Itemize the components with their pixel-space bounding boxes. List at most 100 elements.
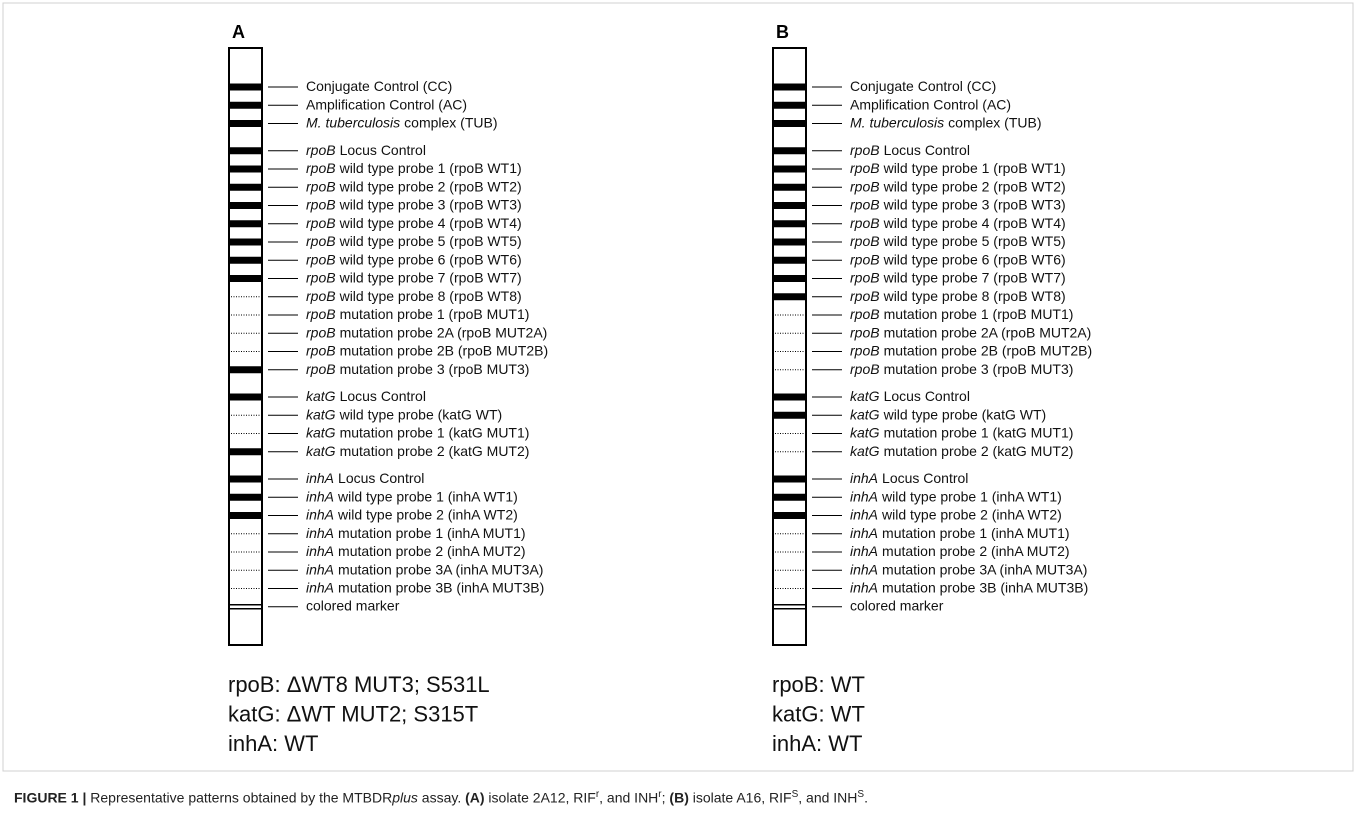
probe-text: mutation probe 2A (rpoB MUT2A) <box>340 324 548 340</box>
probe-label: rpoBmutation probe 3 (rpoB MUT3) <box>850 360 1073 376</box>
band <box>229 476 262 483</box>
band <box>229 102 262 109</box>
probe-gene: rpoB <box>306 306 336 322</box>
probe-text: wild type probe 4 (rpoB WT4) <box>883 214 1066 230</box>
probe-text: Conjugate Control (CC) <box>850 78 996 94</box>
probe-label: Conjugate Control (CC) <box>850 78 996 94</box>
band <box>773 293 806 300</box>
probe-gene: rpoB <box>306 233 336 249</box>
probe-text: Amplification Control (AC) <box>850 96 1011 112</box>
band <box>229 512 262 519</box>
probe-gene: rpoB <box>850 214 880 230</box>
result-line: rpoB: WT <box>772 672 865 697</box>
probe-gene: katG <box>306 406 336 422</box>
probe-gene: rpoB <box>306 251 336 267</box>
marker-label: colored marker <box>306 597 400 613</box>
probe-text: wild type probe 1 (inhA WT1) <box>337 488 518 504</box>
strip <box>229 48 262 645</box>
probe-gene: inhA <box>850 579 878 595</box>
probe-gene: rpoB <box>306 360 336 376</box>
probe-text: mutation probe 2 (katG MUT2) <box>884 442 1074 458</box>
caption-segment: isolate 2A12, RIF <box>485 790 596 806</box>
band <box>773 84 806 91</box>
probe-gene: inhA <box>850 561 878 577</box>
band <box>229 257 262 264</box>
probe-text: Locus Control <box>340 388 426 404</box>
band <box>773 512 806 519</box>
probe-gene: inhA <box>850 470 878 486</box>
band <box>229 239 262 246</box>
probe-label: Amplification Control (AC) <box>850 96 1011 112</box>
probe-text: wild type probe 2 (rpoB WT2) <box>339 178 522 194</box>
panel-label: A <box>232 22 245 42</box>
band <box>773 102 806 109</box>
band <box>773 239 806 246</box>
probe-gene: rpoB <box>850 141 880 157</box>
caption-segment: , and INH <box>599 790 658 806</box>
result-line: katG: WT <box>772 701 865 726</box>
probe-gene: inhA <box>306 524 334 540</box>
band <box>229 448 262 455</box>
caption-segment: isolate A16, RIF <box>689 790 792 806</box>
probe-text: mutation probe 1 (katG MUT1) <box>340 424 530 440</box>
probe-text: wild type probe (katG WT) <box>883 406 1047 422</box>
probe-gene: rpoB <box>306 196 336 212</box>
band <box>229 184 262 191</box>
probe-gene: inhA <box>306 543 334 559</box>
probe-text: wild type probe 3 (rpoB WT3) <box>883 196 1066 212</box>
probe-label: katGmutation probe 1 (katG MUT1) <box>850 424 1073 440</box>
probe-text: wild type probe 7 (rpoB WT7) <box>339 269 522 285</box>
probe-gene: rpoB <box>850 251 880 267</box>
probe-text: mutation probe 3A (inhA MUT3A) <box>338 561 543 577</box>
caption: FIGURE 1 | Representative patterns obtai… <box>14 789 868 806</box>
probe-gene: rpoB <box>306 141 336 157</box>
band <box>229 275 262 282</box>
probe-text: mutation probe 2B (rpoB MUT2B) <box>884 342 1093 358</box>
probe-gene: inhA <box>306 506 334 522</box>
caption-segment: assay. <box>418 790 465 806</box>
probe-text: mutation probe 3 (rpoB MUT3) <box>884 360 1074 376</box>
probe-text: mutation probe 1 (rpoB MUT1) <box>340 306 530 322</box>
probe-text: wild type probe 2 (rpoB WT2) <box>883 178 1066 194</box>
result-line: inhA: WT <box>228 731 318 756</box>
band <box>229 494 262 501</box>
probe-label: rpoBmutation probe 2B (rpoB MUT2B) <box>850 342 1092 358</box>
probe-text: complex (TUB) <box>404 114 497 130</box>
probe-gene: inhA <box>850 524 878 540</box>
probe-text: Amplification Control (AC) <box>306 96 467 112</box>
band <box>773 202 806 209</box>
caption-segment: plus <box>392 790 418 806</box>
probe-text: wild type probe 3 (rpoB WT3) <box>339 196 522 212</box>
probe-text: mutation probe 2 (katG MUT2) <box>340 442 530 458</box>
probe-text: mutation probe 1 (inhA MUT1) <box>338 524 526 540</box>
probe-gene: rpoB <box>306 287 336 303</box>
probe-gene: rpoB <box>850 233 880 249</box>
probe-gene: rpoB <box>850 196 880 212</box>
band <box>773 147 806 154</box>
probe-gene: katG <box>850 442 880 458</box>
probe-gene: inhA <box>850 488 878 504</box>
probe-gene: rpoB <box>850 287 880 303</box>
caption-segment: Representative patterns obtained by the … <box>90 790 392 806</box>
probe-label: rpoBwild type probe 8 (rpoB WT8) <box>850 287 1066 303</box>
probe-gene: rpoB <box>306 178 336 194</box>
band <box>229 366 262 373</box>
probe-text: wild type probe 8 (rpoB WT8) <box>339 287 522 303</box>
probe-text: mutation probe 3A (inhA MUT3A) <box>882 561 1087 577</box>
probe-text: mutation probe 1 (katG MUT1) <box>884 424 1074 440</box>
